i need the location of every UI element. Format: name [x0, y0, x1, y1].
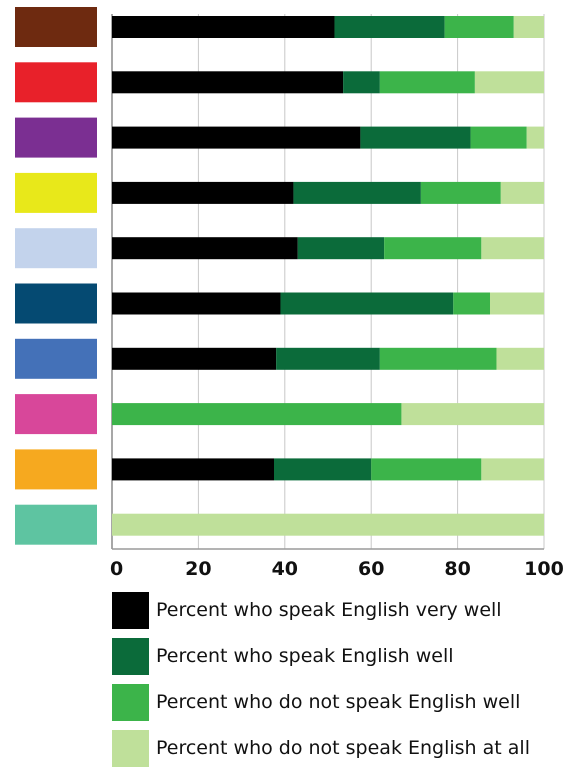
legend-item-very-well: Percent who speak English very well	[112, 592, 577, 630]
legend-label-very-well: Percent who speak English very well	[156, 599, 502, 621]
bar-segment-1	[112, 458, 274, 481]
category-swatch	[15, 228, 97, 269]
bar-segment-4	[490, 292, 544, 315]
bar-segment-1	[112, 292, 281, 315]
legend-item-well: Percent who speak English well	[112, 638, 577, 676]
bar-segment-1	[112, 237, 298, 260]
x-tick-label: 80	[444, 558, 470, 580]
bar-segment-2	[276, 347, 380, 370]
category-swatch	[15, 338, 97, 379]
legend-label-not-at-all: Percent who do not speak English at all	[156, 737, 530, 759]
x-tick-label: 60	[358, 558, 384, 580]
bar-segment-4	[496, 347, 544, 370]
x-axis-ticks: 0 20 40 60 80 100	[110, 558, 564, 580]
legend-item-not-at-all: Percent who do not speak English at all	[112, 730, 577, 768]
bar-segment-3	[379, 71, 475, 94]
bar-segment-1	[112, 126, 361, 149]
bar-segment-2	[274, 458, 372, 481]
bar-segment-2	[297, 237, 385, 260]
bar-segment-3	[112, 403, 402, 426]
bar-segment-3	[379, 347, 497, 370]
x-tick-label: 100	[524, 558, 564, 580]
bar-segment-4	[526, 126, 544, 149]
category-swatch	[15, 283, 97, 324]
x-tick-label: 0	[110, 558, 123, 580]
bar-segment-1	[112, 181, 294, 204]
bar-segment-2	[360, 126, 471, 149]
category-swatch	[15, 62, 97, 103]
bar-segment-3	[371, 458, 482, 481]
bar-segment-4	[112, 513, 544, 536]
bar-segment-3	[470, 126, 527, 149]
bars	[112, 16, 544, 536]
stacked-bar-chart: 0 20 40 60 80 100	[15, 7, 564, 580]
category-swatch	[15, 394, 97, 435]
bar-segment-2	[343, 71, 380, 94]
bar-segment-4	[481, 458, 544, 481]
bar-segment-2	[280, 292, 454, 315]
category-swatches	[15, 7, 97, 545]
category-swatch	[15, 117, 97, 158]
bar-segment-4	[513, 16, 544, 38]
legend-label-well: Percent who speak English well	[156, 645, 454, 667]
bar-segment-4	[474, 71, 544, 94]
x-tick-label: 20	[185, 558, 211, 580]
bar-segment-1	[112, 16, 335, 38]
legend-swatch-very-well	[112, 592, 149, 629]
bar-segment-3	[384, 237, 482, 260]
bar-segment-3	[453, 292, 490, 315]
legend-swatch-well	[112, 638, 149, 675]
bar-segment-3	[444, 16, 514, 38]
bar-segment-3	[420, 181, 501, 204]
legend-label-not-well: Percent who do not speak English well	[156, 691, 521, 713]
category-swatch	[15, 7, 97, 47]
legend-swatch-not-well	[112, 684, 149, 721]
bar-segment-1	[112, 71, 344, 94]
bar-segment-4	[401, 403, 544, 426]
legend-item-not-well: Percent who do not speak English well	[112, 684, 577, 722]
bar-segment-4	[481, 237, 544, 260]
x-tick-label: 40	[272, 558, 298, 580]
category-swatch	[15, 449, 97, 490]
bar-segment-2	[293, 181, 421, 204]
category-swatch	[15, 504, 97, 545]
bar-segment-1	[112, 347, 277, 370]
bar-segment-4	[500, 181, 544, 204]
category-swatch	[15, 172, 97, 213]
bar-segment-2	[334, 16, 445, 38]
legend-swatch-not-at-all	[112, 730, 149, 767]
